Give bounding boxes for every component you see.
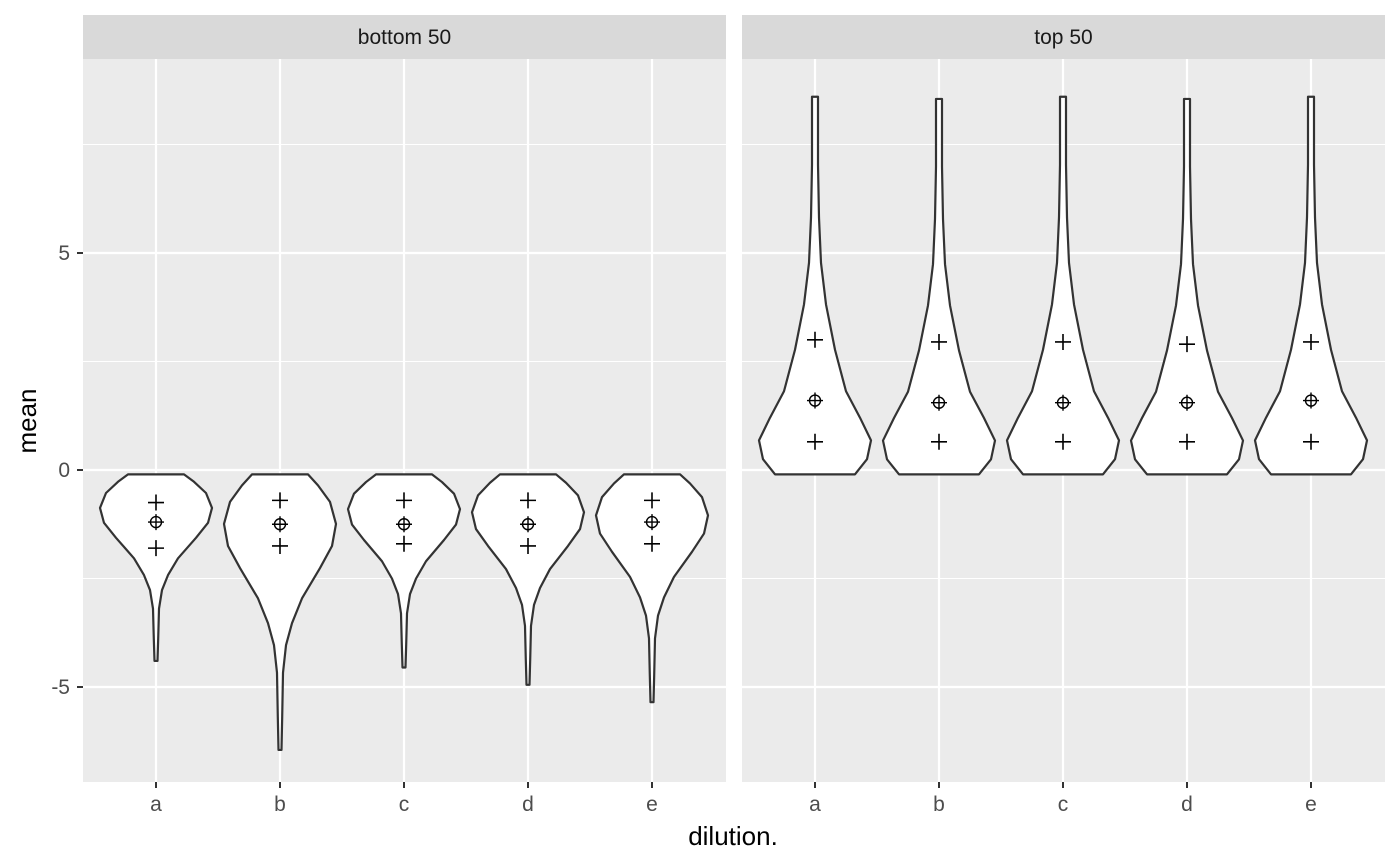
violin-e [1253,95,1369,476]
x-tick-label: c [399,793,410,816]
q75-marker [1055,333,1071,350]
y-axis: -5 0 5 [51,242,83,699]
q75-marker [1303,333,1319,350]
q25-marker [1303,433,1319,450]
mean-marker [1179,394,1195,411]
mean-marker [396,516,412,533]
violin-c [346,473,462,669]
violin-b [222,473,338,752]
violin-a [757,95,873,476]
violin-e [594,473,710,704]
x-tick-label: b [274,793,286,816]
y-axis-title: mean [12,388,42,453]
q75-marker [396,492,412,509]
q75-marker [1179,336,1195,353]
x-axis-title: dilution. [688,821,778,851]
q25-marker [807,433,823,450]
q25-marker [1179,433,1195,450]
violin-c [1005,95,1121,476]
y-tick-label: -5 [51,676,70,699]
mean-marker [148,514,164,531]
q25-marker [1055,433,1071,450]
violin-b [881,97,997,476]
mean-marker [1055,394,1071,411]
x-tick-label: c [1058,793,1069,816]
q25-marker [931,433,947,450]
q75-marker [931,333,947,350]
x-tick-label: a [150,793,162,816]
x-tick-label: d [1181,793,1193,816]
facet-panels: bottom 50 a b c d e top 50 a b c d e [83,15,1385,816]
x-tick-label: b [933,793,945,816]
q75-marker [520,492,536,509]
facet-strip-label: top 50 [1034,26,1092,49]
y-tick-label: 0 [58,459,70,482]
mean-marker [931,394,947,411]
mean-marker [272,516,288,533]
q75-marker [644,492,660,509]
q25-marker [148,540,164,557]
violin-d [470,473,586,686]
x-tick-label: e [1305,793,1317,816]
q75-marker [148,494,164,511]
q25-marker [644,535,660,552]
x-tick-label: d [522,793,534,816]
facet-strip [83,15,726,59]
x-tick-label: a [809,793,821,816]
q25-marker [396,535,412,552]
violin-a [98,473,214,663]
y-tick-label: 5 [58,242,70,265]
violin-d [1129,97,1245,476]
mean-marker [520,516,536,533]
facet-strip-label: bottom 50 [358,26,451,49]
q25-marker [520,537,536,554]
mean-marker [807,392,823,409]
facet-panel: bottom 50 a b c d e [83,15,726,816]
mean-marker [644,514,660,531]
x-tick-label: e [646,793,658,816]
q75-marker [807,331,823,348]
facet-panel: top 50 a b c d e [742,15,1385,816]
mean-marker [1303,392,1319,409]
facet-strip [742,15,1385,59]
q25-marker [272,537,288,554]
q75-marker [272,492,288,509]
